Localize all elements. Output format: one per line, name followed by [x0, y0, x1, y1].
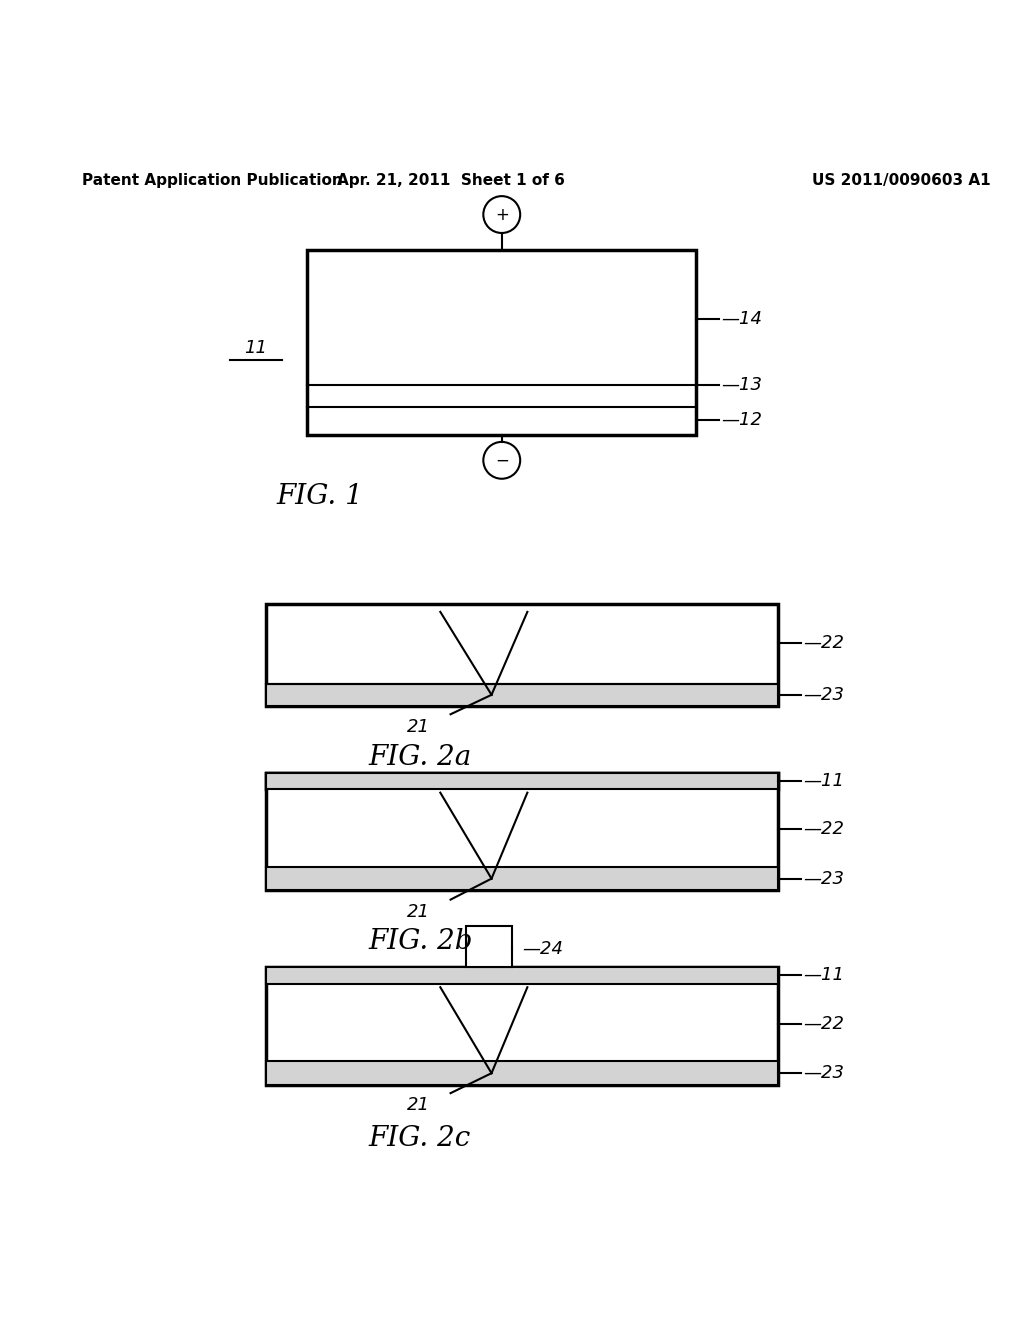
Text: 11: 11 — [245, 339, 267, 356]
Text: +: + — [495, 206, 509, 223]
Text: 21: 21 — [408, 903, 430, 921]
Bar — [307, 251, 696, 434]
Bar — [266, 867, 778, 891]
Bar — [266, 772, 778, 891]
Text: Apr. 21, 2011  Sheet 1 of 6: Apr. 21, 2011 Sheet 1 of 6 — [337, 173, 564, 189]
Text: FIG. 2b: FIG. 2b — [369, 928, 473, 956]
Text: FIG. 2c: FIG. 2c — [369, 1125, 471, 1152]
Bar — [466, 927, 512, 968]
Text: —23: —23 — [803, 870, 844, 887]
Text: 21: 21 — [408, 718, 430, 735]
Circle shape — [483, 197, 520, 234]
Text: −: − — [495, 451, 509, 470]
Text: FIG. 1: FIG. 1 — [276, 483, 364, 510]
Text: US 2011/0090603 A1: US 2011/0090603 A1 — [812, 173, 990, 189]
Text: —11: —11 — [803, 772, 844, 789]
Text: —22: —22 — [803, 634, 844, 652]
Text: —12: —12 — [721, 411, 762, 429]
Bar — [266, 1061, 778, 1085]
Text: —22: —22 — [803, 1015, 844, 1032]
Bar — [266, 772, 778, 789]
Text: Patent Application Publication: Patent Application Publication — [82, 173, 343, 189]
Text: —11: —11 — [803, 966, 844, 985]
Text: 21: 21 — [408, 1097, 430, 1114]
Text: —13: —13 — [721, 376, 762, 393]
Text: —24: —24 — [522, 940, 563, 958]
Text: —23: —23 — [803, 1064, 844, 1082]
Bar — [266, 968, 778, 1085]
Text: —22: —22 — [803, 820, 844, 838]
Bar — [266, 772, 778, 789]
Bar — [266, 968, 778, 983]
Bar — [266, 603, 778, 706]
Circle shape — [483, 442, 520, 479]
Bar — [266, 684, 778, 706]
Text: —14: —14 — [721, 310, 762, 327]
Text: —23: —23 — [803, 686, 844, 704]
Text: FIG. 2a: FIG. 2a — [369, 743, 472, 771]
